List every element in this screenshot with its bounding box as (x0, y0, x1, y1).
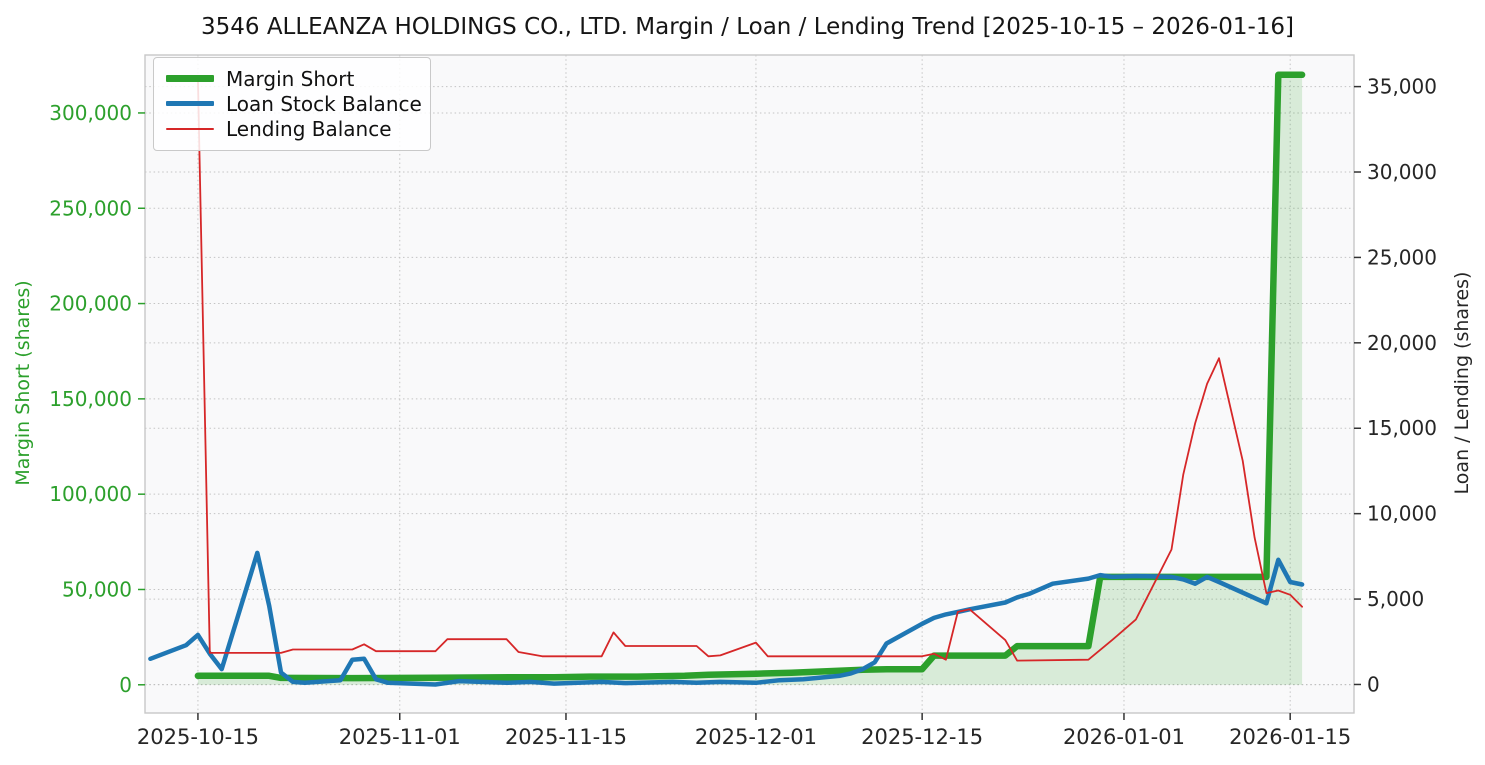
right-axis-label: Loan / Lending (shares) (1451, 271, 1473, 495)
legend-label-loan-stock-balance: Loan Stock Balance (226, 91, 422, 116)
legend-item-margin-short: Margin Short (166, 66, 418, 91)
x-tick-label: 2025-11-01 (339, 725, 461, 749)
left-tick-label: 150,000 (49, 387, 132, 411)
margin-short-area (197, 74, 1303, 685)
plot-border (144, 54, 1355, 714)
x-tick-label: 2026-01-01 (1063, 725, 1185, 749)
right-tick-label: 20,000 (1367, 331, 1437, 355)
right-tick-label: 5,000 (1367, 587, 1424, 611)
margin-short-line (194, 71, 1306, 682)
right-tick-label: 35,000 (1367, 75, 1437, 99)
legend-sample-loan-stock-balance-line (166, 101, 214, 107)
left-tick-label: 50,000 (62, 577, 132, 601)
left-tick-label: 300,000 (49, 101, 132, 125)
right-tick-label: 10,000 (1367, 502, 1437, 526)
legend-item-lending-balance: Lending Balance (166, 117, 418, 142)
legend: Margin Short Loan Stock Balance Lending Ba… (153, 57, 431, 151)
loan-stock-balance-line (148, 550, 1305, 687)
chart-title: 3546 ALLEANZA HOLDINGS CO., LTD. Margin … (200, 14, 1295, 40)
legend-sample-lending-balance-line (166, 128, 214, 131)
x-tick-label: 2026-01-15 (1229, 725, 1351, 749)
legend-label-margin-short: Margin Short (226, 66, 355, 91)
left-tick-label: 100,000 (49, 482, 132, 506)
left-tick-label: 0 (119, 673, 132, 697)
x-tick-label: 2025-10-15 (137, 725, 259, 749)
x-tick-label: 2025-12-15 (861, 725, 983, 749)
right-tick-label: 30,000 (1367, 160, 1437, 184)
right-tick-label: 25,000 (1367, 245, 1437, 269)
legend-item-loan-stock-balance: Loan Stock Balance (166, 91, 422, 116)
right-tick-label: 0 (1367, 672, 1380, 696)
left-tick-label: 250,000 (49, 196, 132, 220)
x-tick-label: 2025-12-01 (695, 725, 817, 749)
plot-background (145, 55, 1354, 713)
x-tick-label: 2025-11-15 (505, 725, 627, 749)
legend-label-lending-balance: Lending Balance (226, 117, 392, 142)
left-tick-label: 200,000 (49, 292, 132, 316)
lending-balance-line (196, 77, 1303, 662)
right-tick-label: 15,000 (1367, 416, 1437, 440)
left-axis-label: Margin Short (shares) (12, 280, 34, 486)
legend-sample-margin-short-line (166, 75, 214, 83)
